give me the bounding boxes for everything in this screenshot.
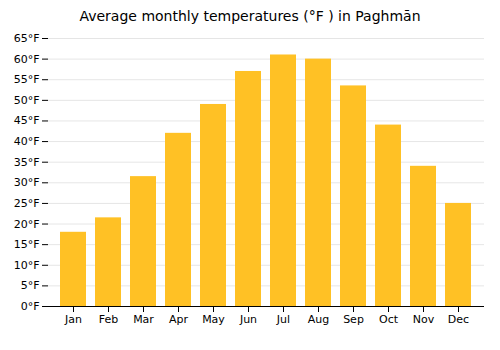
html-text:Average monthly temperatures (: Average monthly temperatures (°F ) in Pa… <box>79 8 421 24</box>
svg-text:Dec: Dec <box>448 313 469 326</box>
svg-text:Nov: Nov <box>413 313 435 326</box>
svg-text:25°F: 25°F <box>14 197 40 210</box>
svg-text:Sep: Sep <box>343 313 364 326</box>
svg-text:10°F: 10°F <box>14 259 40 272</box>
svg-text:Mar: Mar <box>133 313 154 326</box>
svg-text:May: May <box>202 313 225 326</box>
svg-text:0°F: 0°F <box>21 300 40 313</box>
svg-text:60°F: 60°F <box>14 53 40 66</box>
svg-text:Oct: Oct <box>379 313 399 326</box>
svg-text:Aug: Aug <box>308 313 329 326</box>
svg-text:45°F: 45°F <box>14 114 40 127</box>
svg-text:40°F: 40°F <box>14 135 40 148</box>
svg-text:55°F: 55°F <box>14 73 40 86</box>
svg-text:Jul: Jul <box>276 313 290 326</box>
svg-text:65°F: 65°F <box>14 32 40 45</box>
svg-text:15°F: 15°F <box>14 238 40 251</box>
svg-text:5°F: 5°F <box>21 279 40 292</box>
svg-text:30°F: 30°F <box>14 176 40 189</box>
svg-text:50°F: 50°F <box>14 94 40 107</box>
svg-text:20°F: 20°F <box>14 218 40 231</box>
svg-text:Feb: Feb <box>99 313 118 326</box>
svg-text:Jan: Jan <box>64 313 82 326</box>
svg-text:35°F: 35°F <box>14 156 40 169</box>
svg-text:Apr: Apr <box>169 313 189 326</box>
svg-text:Jun: Jun <box>239 313 257 326</box>
